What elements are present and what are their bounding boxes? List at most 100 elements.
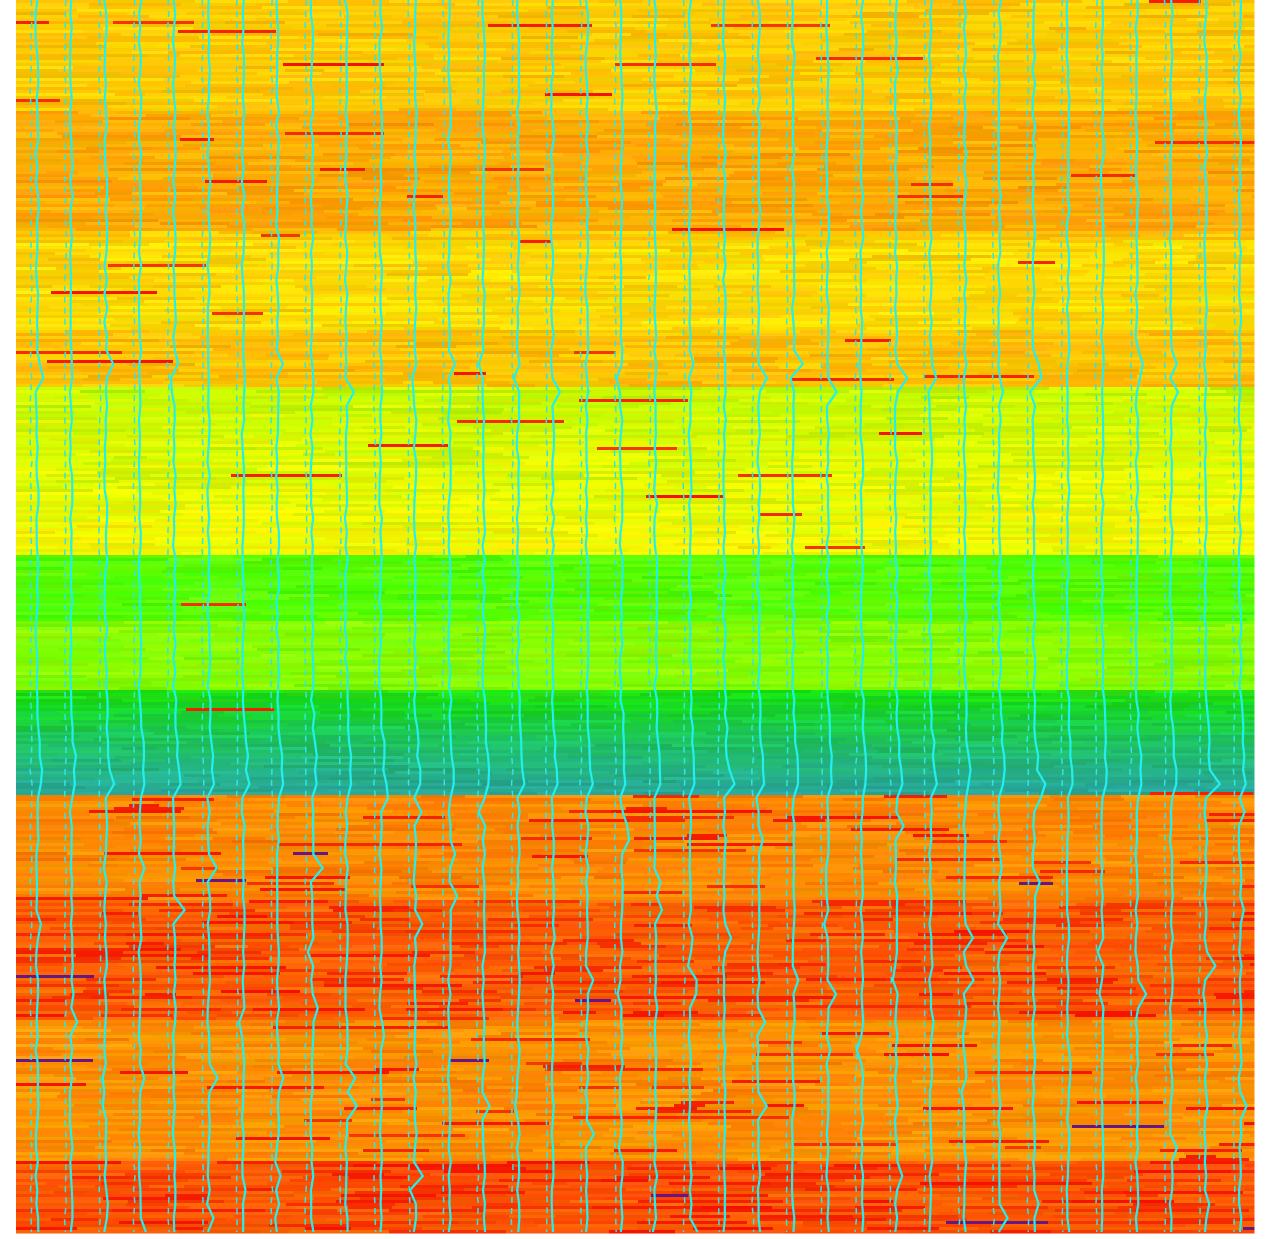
heatmap-cell [130, 234, 209, 238]
heatmap-cell [446, 309, 493, 313]
heatmap-cell [213, 837, 266, 841]
heatmap-cell [1168, 810, 1212, 814]
heatmap-cell [760, 777, 874, 781]
heatmap-cell [90, 414, 201, 418]
heatmap-cell [1034, 531, 1114, 535]
heatmap-cell [683, 273, 747, 277]
heatmap-cell [165, 87, 204, 91]
heatmap-cell [232, 57, 279, 61]
heatmap-cell [1052, 546, 1086, 550]
heatmap-cell [971, 609, 1041, 613]
heatmap-cell [523, 120, 600, 124]
heatmap-cell [773, 411, 885, 415]
heatmap-cell [727, 444, 758, 448]
heatmap-cell [16, 558, 76, 562]
heatmap-cell [397, 684, 439, 688]
heatmap-cell [340, 570, 447, 574]
heatmap-cell [886, 42, 926, 46]
heatmap-cell [1188, 690, 1255, 694]
heatmap-cell [654, 672, 697, 676]
heatmap-cell [817, 192, 877, 196]
heatmap-cell [1018, 261, 1056, 265]
heatmap-cell [90, 813, 196, 817]
heatmap-cell [685, 417, 791, 421]
heatmap-cell [1194, 789, 1255, 793]
heatmap-cell [1160, 462, 1220, 466]
heatmap-cell [256, 201, 291, 205]
heatmap-cell [435, 204, 537, 208]
heatmap-cell [124, 621, 237, 625]
heatmap-cell [905, 222, 976, 226]
heatmap-cell [865, 519, 923, 523]
heatmap-cell [16, 573, 87, 577]
heatmap-cell [214, 138, 260, 142]
heatmap-cell [199, 6, 263, 10]
heatmap-cell [369, 432, 413, 436]
heatmap-cell [668, 438, 758, 442]
heatmap-cell [723, 351, 809, 355]
heatmap-cell [1096, 675, 1153, 679]
heatmap-cell [759, 87, 821, 91]
heatmap-cell [88, 207, 145, 211]
heatmap-cell [930, 348, 1048, 352]
heatmap-cell [841, 591, 900, 595]
heatmap-cell [385, 633, 463, 637]
heatmap-cell [211, 114, 243, 118]
heatmap-cell [1196, 318, 1255, 322]
heatmap-cell [191, 756, 302, 760]
heatmap-cell [433, 381, 510, 385]
heatmap-cell [268, 636, 385, 640]
heatmap-cell [1247, 186, 1255, 190]
heatmap-cell [758, 54, 806, 58]
heatmap-cell [1208, 744, 1255, 748]
heatmap-cell [441, 69, 512, 73]
heatmap-cell [417, 681, 458, 685]
heatmap-cell [16, 279, 116, 283]
heatmap-cell [712, 621, 832, 625]
heatmap-cell [1138, 585, 1182, 589]
heatmap-cell [655, 339, 739, 343]
heatmap-cell [95, 402, 140, 406]
heatmap-cell [90, 285, 154, 289]
heatmap-cell [717, 597, 783, 601]
heatmap-cell [453, 507, 538, 511]
heatmap-cell [961, 315, 1022, 319]
heatmap-cell [452, 177, 494, 181]
heatmap-cell [561, 63, 616, 67]
heatmap-cell [1109, 171, 1209, 175]
heatmap-cell [790, 831, 906, 835]
heatmap-cell [1192, 831, 1255, 835]
heatmap-cell [59, 54, 148, 58]
heatmap-cell [257, 468, 369, 472]
heatmap-cell [1031, 330, 1139, 334]
heatmap-cell [1095, 813, 1210, 817]
heatmap-cell [529, 600, 621, 604]
heatmap-cell [875, 213, 991, 217]
heatmap-cell [278, 606, 388, 610]
heatmap-cell [1082, 291, 1128, 295]
heatmap-cell [1131, 861, 1181, 865]
heatmap-cell [154, 18, 225, 22]
heatmap-cell [94, 738, 207, 742]
heatmap-cell [395, 153, 512, 157]
heatmap-cell [642, 171, 735, 175]
heatmap-cell [1241, 657, 1255, 661]
heatmap-cell [828, 177, 917, 181]
heatmap-cell [1253, 366, 1255, 370]
heatmap-cell [301, 738, 364, 742]
heatmap-cell [1047, 348, 1144, 352]
heatmap-cell [845, 339, 892, 343]
heatmap-cell [487, 849, 519, 853]
heatmap-cell [46, 474, 151, 478]
heatmap-cell [1128, 54, 1173, 58]
heatmap-cell [1089, 168, 1122, 172]
heatmap-cell [501, 57, 606, 61]
heatmap-cell [947, 567, 987, 571]
heatmap-cell [433, 300, 468, 304]
heatmap-cell [689, 759, 722, 763]
heatmap-cell [505, 297, 566, 301]
heatmap-cell [124, 342, 179, 346]
heatmap-cell [64, 333, 114, 337]
heatmap-cell [103, 27, 194, 31]
heatmap-cell [1116, 147, 1219, 151]
